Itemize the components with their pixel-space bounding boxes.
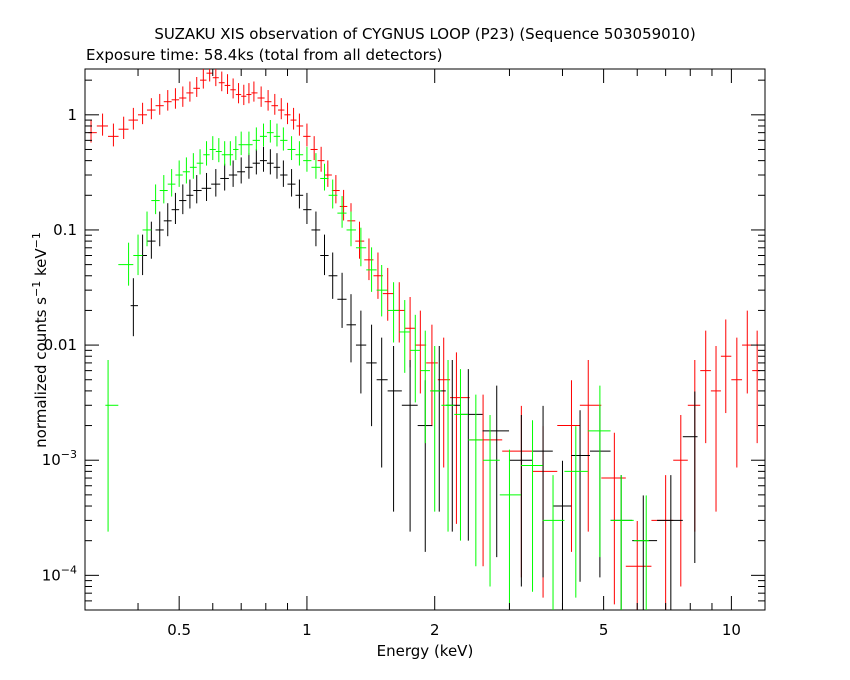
y-tick-label-exponent: −3	[61, 448, 77, 461]
chart-title: SUZAKU XIS observation of CYGNUS LOOP (P…	[154, 25, 695, 43]
plot-frame	[84, 68, 766, 611]
x-tick-label: 0.5	[167, 621, 191, 639]
y-axis-label: normalized counts s−1 keV−1	[30, 232, 50, 448]
y-tick-label: 0.1	[53, 221, 77, 239]
y-tick-label: 10−3	[42, 448, 77, 469]
y-tick-label-base: 10	[42, 566, 61, 584]
y-tick-label: 1	[67, 106, 77, 124]
series-2	[105, 120, 649, 610]
series-1	[130, 146, 698, 610]
y-tick-label-base: 10	[42, 451, 61, 469]
x-tick-label: 10	[722, 621, 741, 639]
y-tick-label: 0.01	[44, 336, 77, 354]
x-axis-label: Energy (keV)	[377, 642, 474, 660]
chart-subtitle: Exposure time: 58.4ks (total from all de…	[86, 46, 442, 64]
x-tick-label: 5	[599, 621, 609, 639]
y-axis-label-main: normalized counts s	[32, 297, 50, 448]
y-tick-label-exponent: −4	[61, 563, 77, 576]
y-axis-label-sup2: −1	[30, 232, 43, 248]
series-0	[88, 69, 760, 610]
x-tick-label: 2	[430, 621, 440, 639]
y-axis-label-mid: keV	[32, 248, 50, 281]
y-axis-label-sup1: −1	[30, 281, 43, 297]
y-tick-label: 10−4	[42, 563, 77, 584]
x-tick-label: 1	[302, 621, 312, 639]
series-group	[88, 69, 760, 610]
